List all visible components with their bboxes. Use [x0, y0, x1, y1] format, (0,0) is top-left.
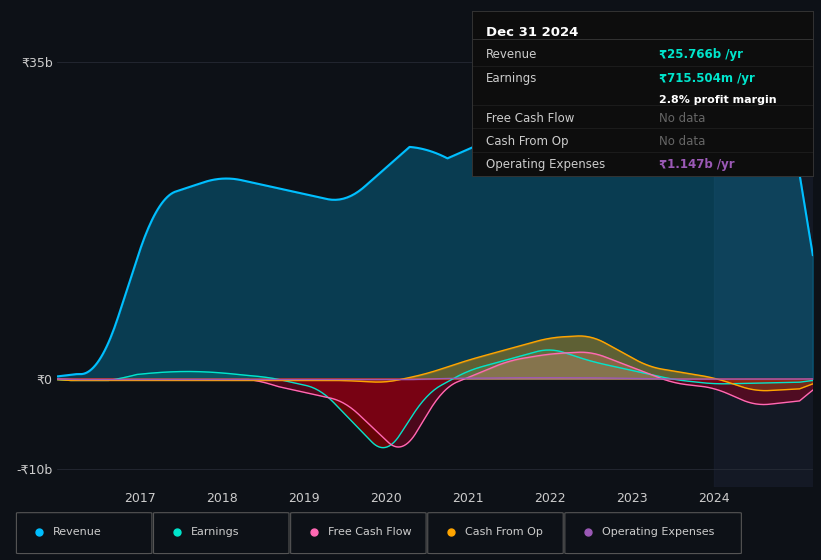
Text: Revenue: Revenue	[486, 48, 537, 60]
Text: Earnings: Earnings	[486, 72, 537, 85]
Text: 2.8% profit margin: 2.8% profit margin	[659, 95, 777, 105]
Text: No data: No data	[659, 135, 706, 148]
Text: Cash From Op: Cash From Op	[465, 527, 543, 537]
Text: ₹1.147b /yr: ₹1.147b /yr	[659, 158, 735, 171]
Text: Dec 31 2024: Dec 31 2024	[486, 26, 578, 39]
Text: Operating Expenses: Operating Expenses	[602, 527, 714, 537]
Text: Cash From Op: Cash From Op	[486, 135, 568, 148]
Text: Earnings: Earnings	[190, 527, 239, 537]
Text: ₹715.504m /yr: ₹715.504m /yr	[659, 72, 755, 85]
Text: Free Cash Flow: Free Cash Flow	[328, 527, 411, 537]
Bar	[714, 17, 821, 487]
Text: Revenue: Revenue	[53, 527, 102, 537]
Text: Operating Expenses: Operating Expenses	[486, 158, 605, 171]
Text: No data: No data	[659, 112, 706, 125]
Text: Free Cash Flow: Free Cash Flow	[486, 112, 574, 125]
Text: ₹25.766b /yr: ₹25.766b /yr	[659, 48, 744, 60]
